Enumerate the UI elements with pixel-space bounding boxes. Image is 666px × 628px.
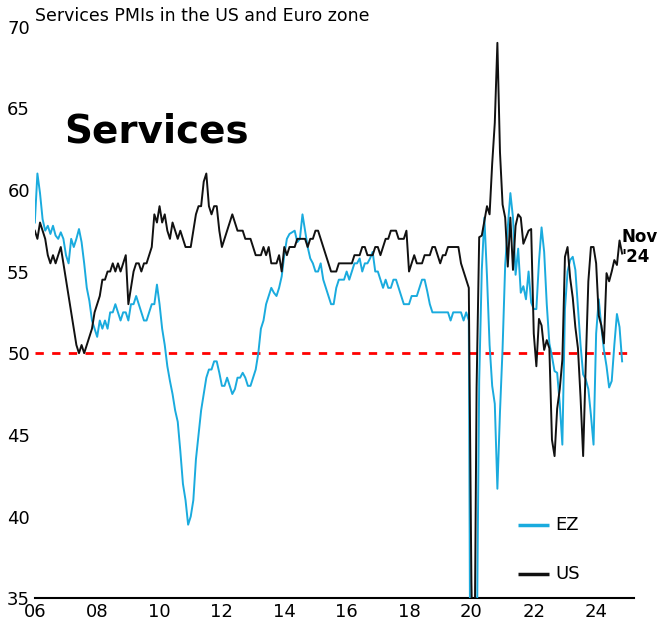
Text: US: US: [555, 565, 580, 583]
Text: EZ: EZ: [555, 516, 579, 534]
Text: Nov
'24: Nov '24: [621, 227, 657, 266]
Text: Services: Services: [65, 112, 249, 150]
Text: Services PMIs in the US and Euro zone: Services PMIs in the US and Euro zone: [35, 7, 370, 25]
